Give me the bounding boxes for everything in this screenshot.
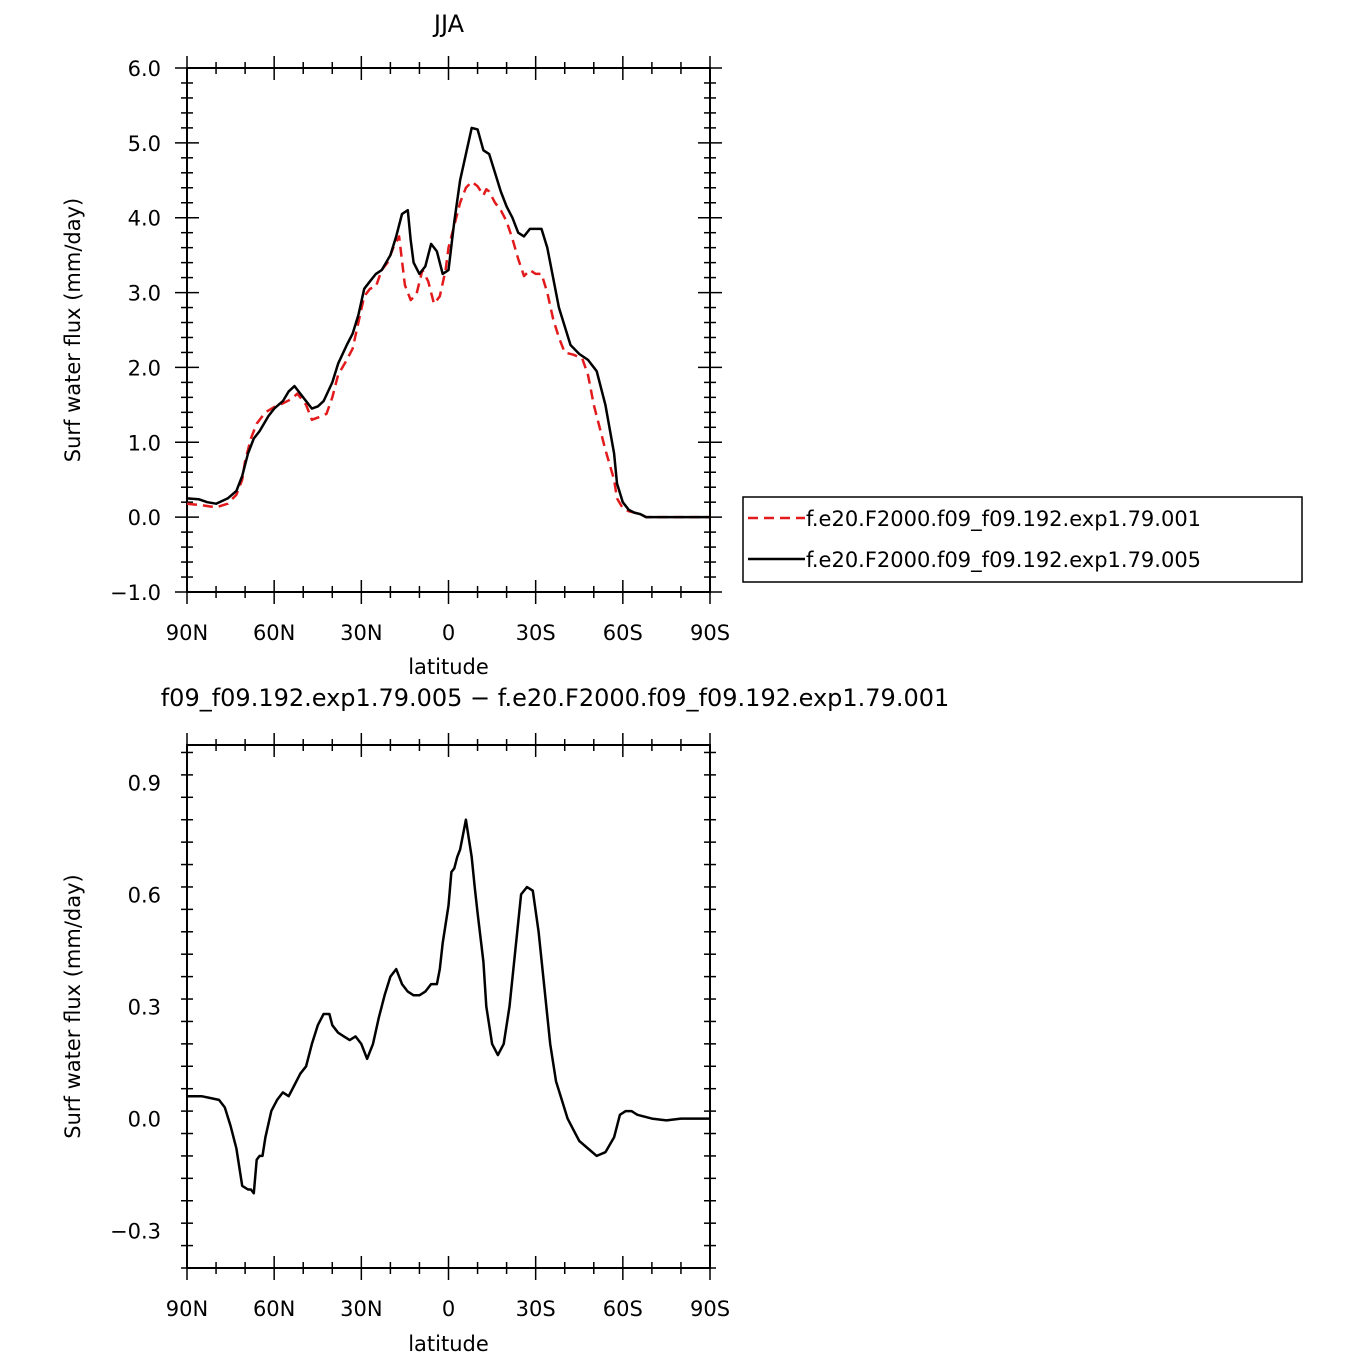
top-panel-jja: JJA −1.0 0.0 1.0 2.0 3.0 4.0 5.0 6.0 90N 60N 30N 0 30… [61, 10, 1303, 679]
top-y-tick-label: 0.0 [128, 506, 161, 530]
bottom-plot-frame [186, 744, 711, 1269]
top-chart-title: JJA [432, 10, 465, 38]
bottom-y-tick-label: 0.3 [128, 996, 161, 1020]
bottom-y-tick-label: 0.6 [128, 883, 161, 907]
top-y-tick-label: 1.0 [128, 431, 161, 455]
top-y-tick-label: 4.0 [128, 207, 161, 231]
bottom-y-axis-label: Surf water flux (mm/day) [61, 874, 85, 1139]
bottom-x-tick-label: 30N [340, 1297, 382, 1321]
bottom-panel-difference: f09_f09.192.exp1.79.005 − f.e20.F2000.f0… [61, 684, 949, 1356]
top-series-line-2 [186, 126, 710, 519]
top-x-tick-label: 0 [442, 621, 455, 645]
bottom-series-line-1 [187, 818, 710, 1195]
top-x-axis-label: latitude [408, 655, 489, 679]
bottom-x-tick-label: 0 [442, 1297, 455, 1321]
bottom-x-axis-label: latitude [408, 1332, 489, 1356]
bottom-y-tick-label: 0.0 [128, 1108, 161, 1132]
bottom-y-tick-label: 0.9 [128, 771, 161, 795]
bottom-x-tick-label: 60N [253, 1297, 295, 1321]
top-x-tick-label: 30S [516, 621, 556, 645]
bottom-x-tick-label: 60S [603, 1297, 643, 1321]
bottom-x-tick-label: 90N [166, 1297, 208, 1321]
top-y-tick-label: −1.0 [110, 581, 161, 605]
bottom-x-tick-label: 30S [516, 1297, 556, 1321]
top-x-tick-label: 90S [690, 621, 730, 645]
bottom-chart-title: f09_f09.192.exp1.79.005 − f.e20.F2000.f0… [161, 684, 950, 712]
top-x-tick-label: 60S [603, 621, 643, 645]
top-x-tick-label: 90N [166, 621, 208, 645]
top-y-axis-label: Surf water flux (mm/day) [61, 198, 85, 463]
top-x-tick-label: 60N [253, 621, 295, 645]
top-x-tick-label: 30N [340, 621, 382, 645]
bottom-y-tick-label: −0.3 [110, 1220, 161, 1244]
bottom-x-tick-label: 90S [690, 1297, 730, 1321]
top-series-line-1 [186, 180, 710, 519]
top-y-tick-label: 6.0 [128, 57, 161, 81]
legend-entry-1: f.e20.F2000.f09_f09.192.exp1.79.001 [806, 507, 1201, 532]
top-plot-frame [186, 67, 711, 593]
top-y-tick-label: 5.0 [128, 132, 161, 156]
top-y-tick-label: 2.0 [128, 356, 161, 380]
top-y-tick-label: 3.0 [128, 282, 161, 306]
legend-box [742, 496, 1303, 583]
legend-entry-2: f.e20.F2000.f09_f09.192.exp1.79.005 [806, 548, 1201, 573]
